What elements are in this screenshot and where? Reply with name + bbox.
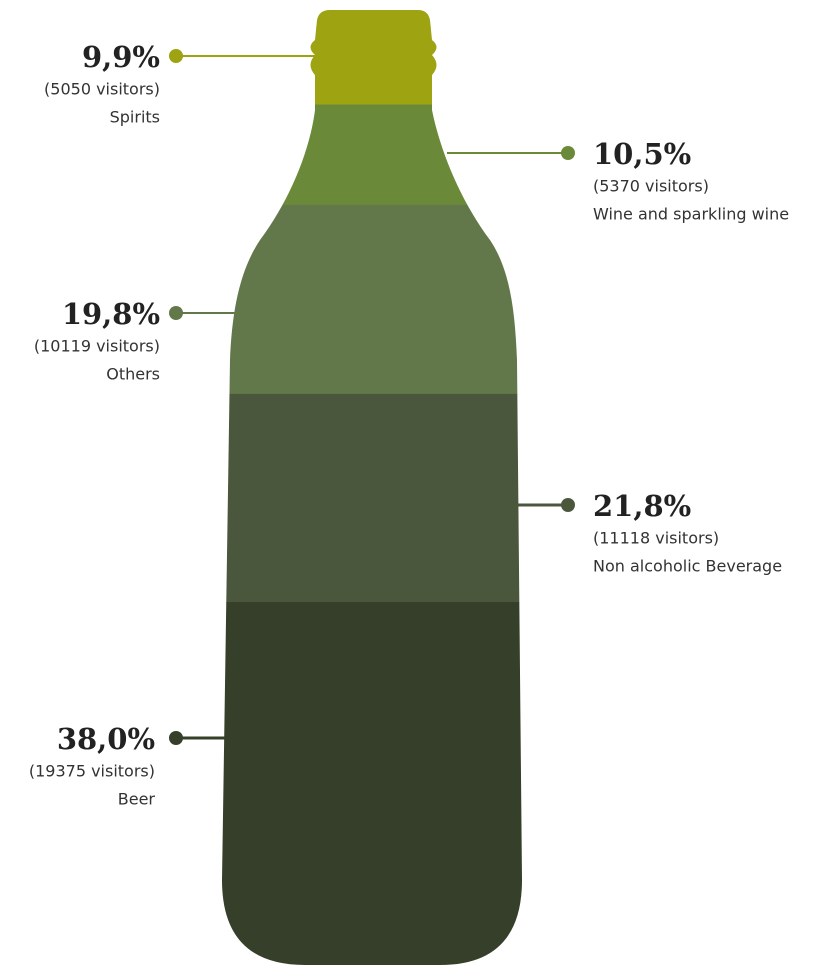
category-label: Spirits <box>110 108 160 127</box>
category-label: Wine and sparkling wine <box>593 205 789 224</box>
leader-dot <box>169 49 183 63</box>
bottle-segment <box>222 204 522 395</box>
bottle-segment <box>222 602 522 965</box>
leader-dot <box>169 731 183 745</box>
visitor-label: (19375 visitors) <box>29 762 155 781</box>
visitor-label: (5370 visitors) <box>593 177 709 196</box>
leader-dot <box>561 146 575 160</box>
visitor-label: (5050 visitors) <box>44 80 160 99</box>
value-label: 9,9% <box>82 40 160 74</box>
value-label: 10,5% <box>593 137 691 171</box>
labels: 9,9% (5050 visitors) Spirits 10,5% (5370 vis… <box>29 40 789 809</box>
category-label: Others <box>106 365 160 384</box>
bottle-segment <box>222 393 522 603</box>
value-label: 21,8% <box>593 489 691 523</box>
bottle-segment <box>222 10 522 106</box>
visitor-label: (10119 visitors) <box>34 337 160 356</box>
bottle-segment <box>222 104 522 206</box>
value-label: 38,0% <box>57 722 155 756</box>
value-label: 19,8% <box>62 297 160 331</box>
category-label: Non alcoholic Beverage <box>593 557 782 576</box>
leader-dot <box>169 306 183 320</box>
visitor-label: (11118 visitors) <box>593 529 719 548</box>
category-label: Beer <box>118 790 156 809</box>
leader-dot <box>561 498 575 512</box>
